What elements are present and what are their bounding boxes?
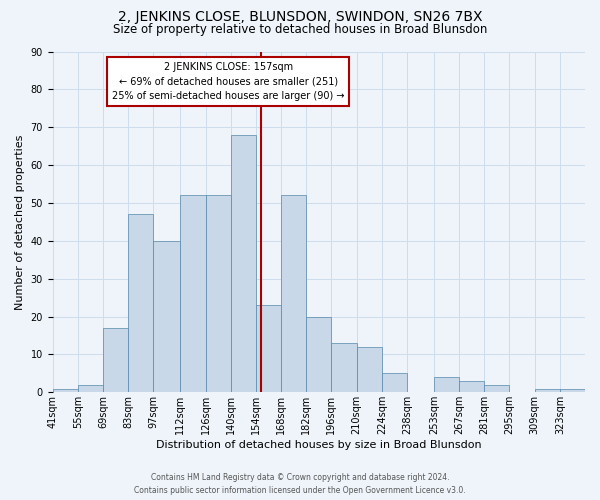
Bar — [560, 388, 585, 392]
Bar — [128, 214, 154, 392]
Bar — [382, 374, 407, 392]
Bar — [78, 384, 103, 392]
Text: Size of property relative to detached houses in Broad Blunsdon: Size of property relative to detached ho… — [113, 22, 487, 36]
Text: Contains HM Land Registry data © Crown copyright and database right 2024.
Contai: Contains HM Land Registry data © Crown c… — [134, 474, 466, 495]
Bar — [535, 388, 560, 392]
Bar — [181, 196, 206, 392]
Bar — [434, 377, 459, 392]
Bar — [154, 241, 181, 392]
Y-axis label: Number of detached properties: Number of detached properties — [15, 134, 25, 310]
Bar — [256, 305, 281, 392]
Bar — [53, 388, 78, 392]
Bar — [484, 384, 509, 392]
Text: 2 JENKINS CLOSE: 157sqm
← 69% of detached houses are smaller (251)
25% of semi-d: 2 JENKINS CLOSE: 157sqm ← 69% of detache… — [112, 62, 344, 102]
Text: 2, JENKINS CLOSE, BLUNSDON, SWINDON, SN26 7BX: 2, JENKINS CLOSE, BLUNSDON, SWINDON, SN2… — [118, 10, 482, 24]
Bar — [306, 316, 331, 392]
Bar — [459, 381, 484, 392]
Bar — [231, 135, 256, 392]
Bar — [103, 328, 128, 392]
Bar — [281, 196, 306, 392]
X-axis label: Distribution of detached houses by size in Broad Blunsdon: Distribution of detached houses by size … — [156, 440, 482, 450]
Bar — [331, 343, 356, 392]
Bar — [206, 196, 231, 392]
Bar — [356, 347, 382, 393]
